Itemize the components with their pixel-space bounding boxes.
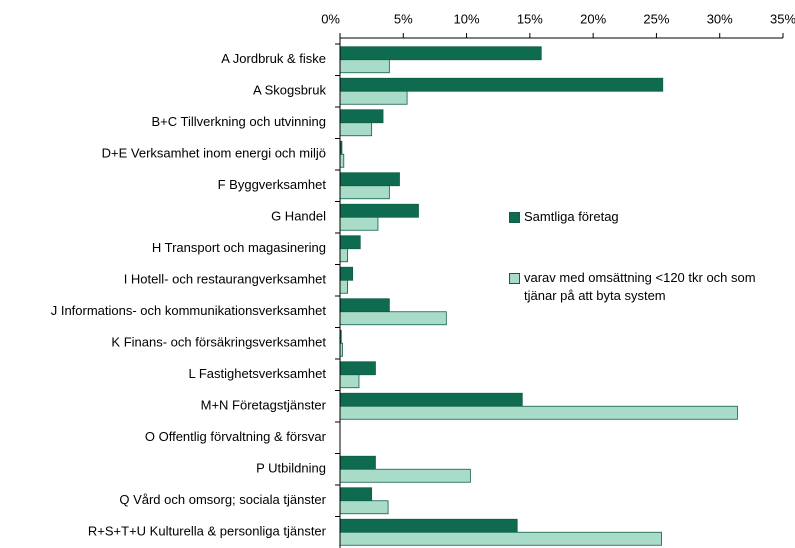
bar	[339, 46, 542, 61]
bar	[339, 455, 376, 470]
y-tick-label: J Informations- och kommunikationsverksa…	[51, 303, 327, 318]
legend-item: varav med omsättning <120 tkr och som tj…	[509, 269, 759, 305]
bar	[339, 77, 664, 92]
bar	[339, 531, 662, 546]
x-tick-label: 30%	[707, 11, 733, 26]
x-tick-label: 5%	[394, 11, 413, 26]
legend-label: Samtliga företag	[524, 209, 619, 224]
bar	[339, 405, 738, 420]
bar	[339, 203, 419, 218]
bar	[339, 361, 376, 376]
y-tick-label: F Byggverksamhet	[218, 177, 327, 192]
bar	[339, 311, 447, 326]
bar	[339, 392, 523, 407]
y-tick-label: B+C Tillverkning och utvinning	[151, 114, 326, 129]
y-tick-label: R+S+T+U Kulturella & personliga tjänster	[88, 524, 327, 539]
x-tick-label: 10%	[454, 11, 480, 26]
y-tick-label: D+E Verksamhet inom energi och miljö	[102, 146, 326, 161]
bar	[339, 487, 373, 502]
y-tick-label: G Handel	[271, 209, 326, 224]
bar	[339, 500, 389, 515]
bar	[339, 235, 361, 250]
bar	[339, 122, 373, 137]
legend-label: varav med omsättning <120 tkr och som tj…	[524, 270, 756, 303]
x-tick-label: 0%	[321, 11, 340, 26]
y-tick-label: M+N Företagstjänster	[201, 398, 327, 413]
bar	[339, 248, 348, 263]
bar	[339, 90, 408, 105]
legend-item: Samtliga företag	[509, 208, 759, 226]
y-tick-label: O Offentlig förvaltning & försvar	[145, 429, 327, 444]
y-tick-label: A Skogsbruk	[253, 83, 326, 98]
bar	[339, 216, 379, 231]
y-tick-label: Q Vård och omsorg; sociala tjänster	[119, 492, 326, 507]
bar	[339, 266, 354, 281]
legend-swatch	[509, 273, 520, 284]
bar	[339, 468, 471, 483]
bar	[339, 518, 518, 533]
bar	[339, 109, 384, 124]
x-tick-label: 15%	[517, 11, 543, 26]
bar	[339, 153, 345, 168]
x-tick-label: 25%	[643, 11, 669, 26]
bar	[339, 185, 390, 200]
y-tick-label: P Utbildning	[256, 461, 326, 476]
bar	[339, 279, 348, 294]
y-tick-label: K Finans- och försäkringsverksamhet	[111, 335, 326, 350]
y-tick-label: H Transport och magasinering	[152, 240, 326, 255]
bar	[339, 59, 390, 74]
x-tick-label: 35%	[770, 11, 795, 26]
bar	[339, 374, 360, 389]
bar	[339, 172, 400, 187]
y-tick-label: I Hotell- och restaurangverksamhet	[124, 272, 327, 287]
x-tick-label: 20%	[580, 11, 606, 26]
y-tick-label: A Jordbruk & fiske	[221, 51, 326, 66]
y-tick-label: L Fastighetsverksamhet	[188, 366, 326, 381]
bar	[339, 298, 390, 313]
legend-swatch	[509, 212, 520, 223]
